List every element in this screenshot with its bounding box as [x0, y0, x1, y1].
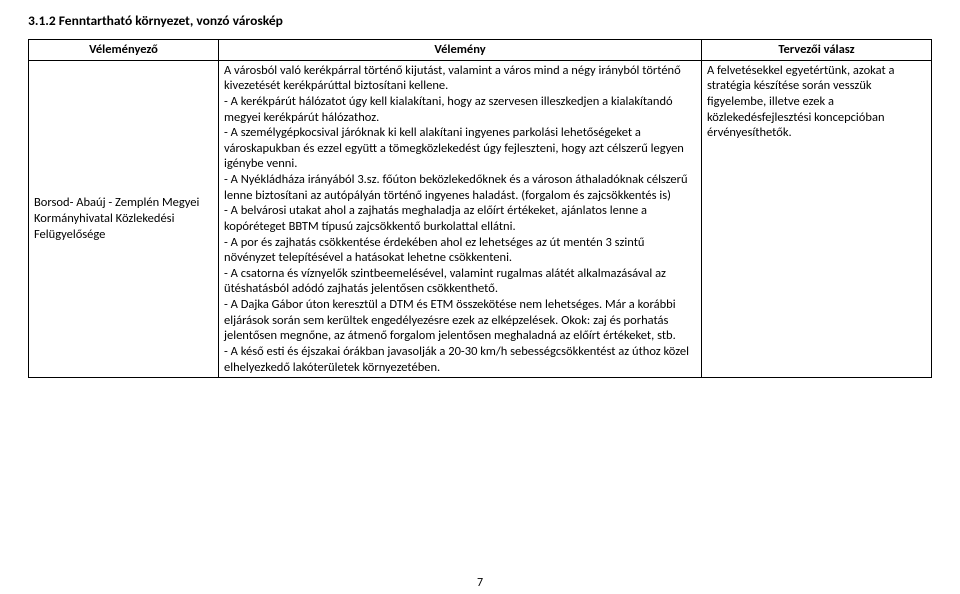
table-row: Borsod- Abaúj - Zemplén Megyei Kormányhi… — [29, 60, 932, 378]
header-tervezoi: Tervezői válasz — [702, 40, 932, 61]
comments-table: Véleményező Vélemény Tervezői válasz Bor… — [28, 39, 932, 378]
header-velemenyezo: Véleményező — [29, 40, 219, 61]
cell-velemenyezo: Borsod- Abaúj - Zemplén Megyei Kormányhi… — [29, 60, 219, 378]
table-header-row: Véleményező Vélemény Tervezői válasz — [29, 40, 932, 61]
header-velemeny: Vélemény — [219, 40, 702, 61]
section-title: 3.1.2 Fenntartható környezet, vonzó váro… — [28, 12, 932, 29]
cell-velemeny: A városból való kerékpárral történő kiju… — [219, 60, 702, 378]
cell-tervezoi: A felvetésekkel egyetértünk, azokat a st… — [702, 60, 932, 378]
page-number: 7 — [0, 576, 960, 590]
